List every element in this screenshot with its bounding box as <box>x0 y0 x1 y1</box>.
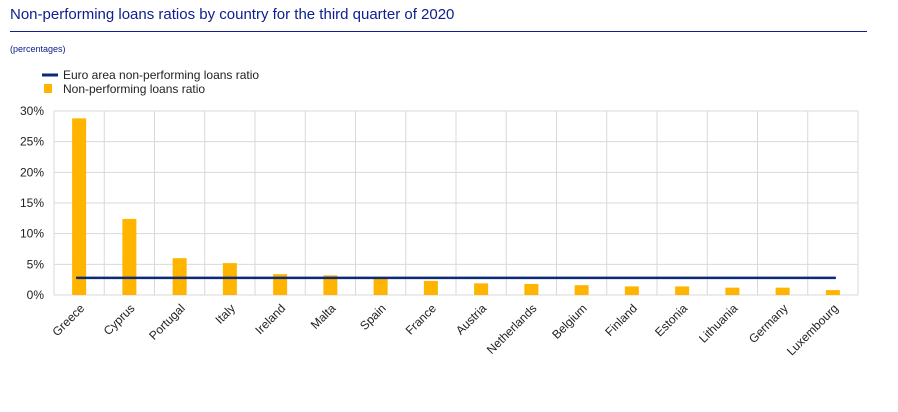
y-tick-label: 25% <box>20 135 44 149</box>
y-tick-label: 20% <box>20 165 44 179</box>
x-tick-label: Austria <box>453 301 490 338</box>
bar-greece <box>72 118 87 295</box>
bar-luxembourg <box>825 290 840 295</box>
x-tick-label: Netherlands <box>484 301 540 357</box>
y-tick-label: 30% <box>20 104 44 118</box>
bars <box>72 118 840 295</box>
x-axis: Greece Cyprus Portugal Italy Ireland Malta Spa… <box>50 301 841 358</box>
bar-spain <box>373 277 388 295</box>
bar-lithuania <box>725 287 740 295</box>
legend-bar-swatch <box>44 84 52 93</box>
x-tick-label: Spain <box>357 301 389 333</box>
x-tick-label: Estonia <box>652 301 690 339</box>
y-tick-label: 0% <box>27 288 45 302</box>
title-divider <box>10 31 867 32</box>
y-tick-label: 5% <box>27 257 45 271</box>
x-tick-label: Lithuania <box>696 301 741 346</box>
x-tick-label: Luxembourg <box>784 301 841 358</box>
bar-malta <box>323 275 338 295</box>
bar-cyprus <box>122 218 137 295</box>
chart-title: Non-performing loans ratios by country f… <box>10 6 455 23</box>
x-tick-label: Germany <box>746 301 791 346</box>
x-tick-label: Malta <box>308 301 339 332</box>
grid <box>53 110 859 296</box>
x-tick-label: Ireland <box>252 301 288 337</box>
bar-france <box>423 280 438 295</box>
bar-estonia <box>675 286 690 295</box>
bar-austria <box>474 283 489 295</box>
bar-finland <box>624 286 639 295</box>
x-tick-label: Finland <box>602 301 640 339</box>
x-tick-label: Belgium <box>549 301 590 342</box>
legend-euro-line-label: Euro area non-performing loans ratio <box>63 68 259 82</box>
x-tick-label: Italy <box>213 301 238 326</box>
legend: Euro area non-performing loans ratio Non… <box>42 68 259 96</box>
bar-belgium <box>574 285 589 295</box>
y-tick-label: 10% <box>20 227 44 241</box>
x-tick-label: Cyprus <box>101 301 138 338</box>
y-axis: 0% 5% 10% 15% 20% 25% 30% <box>20 104 44 302</box>
legend-bar-label: Non-performing loans ratio <box>63 82 205 96</box>
x-tick-label: Greece <box>50 301 88 339</box>
bar-germany <box>775 287 790 295</box>
x-tick-label: Portugal <box>146 301 188 343</box>
bar-ireland <box>273 274 288 295</box>
y-tick-label: 15% <box>20 196 44 210</box>
bar-netherlands <box>524 283 539 295</box>
x-tick-label: France <box>403 301 440 338</box>
chart-subtitle: (percentages) <box>10 44 66 54</box>
